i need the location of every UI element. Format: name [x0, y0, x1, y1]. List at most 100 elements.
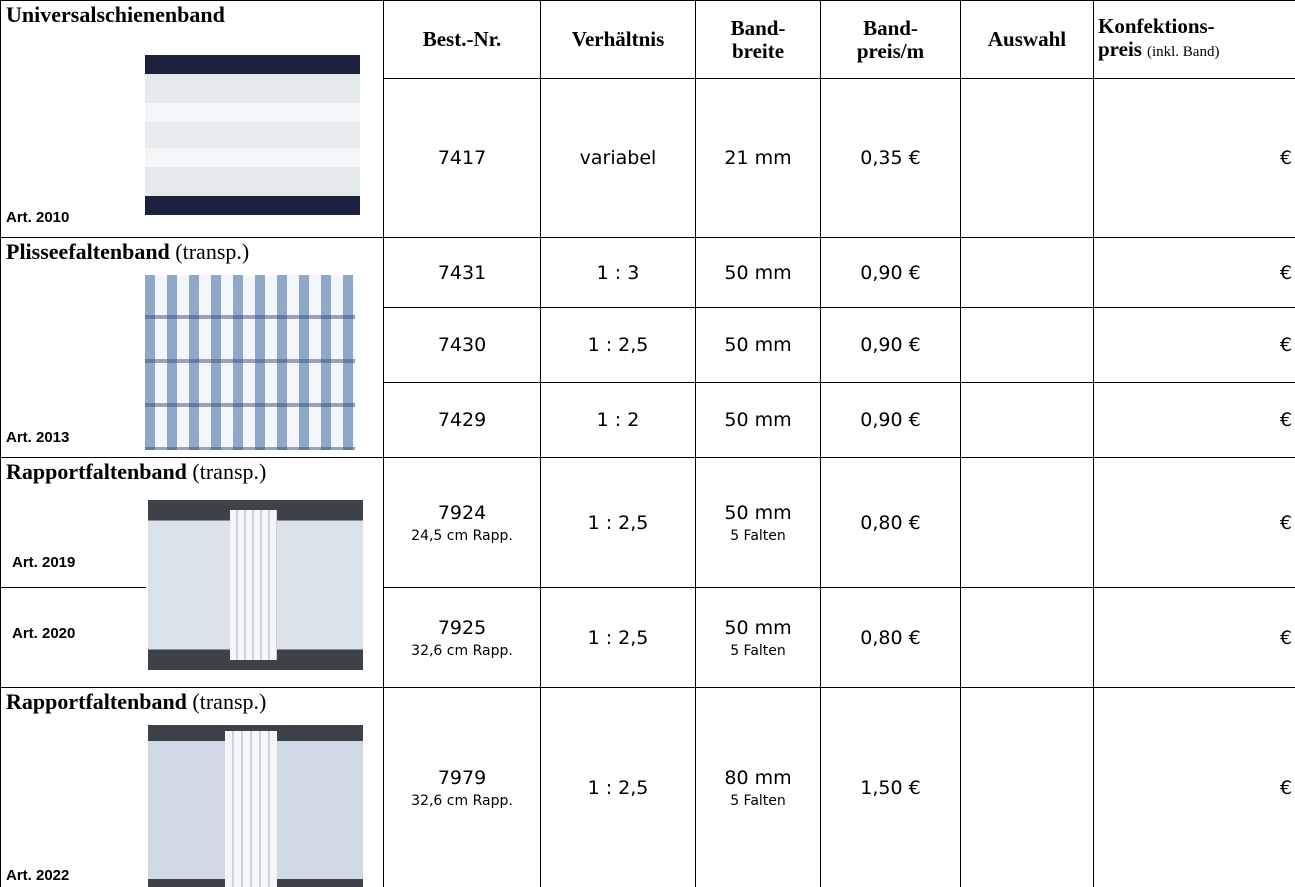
header-text: Konfektions-	[1098, 14, 1215, 38]
table-cell: 1,50 €	[820, 687, 961, 887]
table-cell: 1 : 2,5	[540, 457, 696, 588]
table-cell: 50 mm	[695, 307, 821, 383]
table-cell: 7925 32,6 cm Rapp.	[383, 587, 541, 688]
header-cell: Auswahl	[960, 0, 1094, 79]
table-cell: 0,35 €	[820, 78, 961, 238]
table-cell: 0,90 €	[820, 382, 961, 458]
cell-text: 0,80 €	[860, 626, 921, 649]
header-cell: Konfektions-preis (inkl. Band)	[1093, 0, 1295, 79]
divider	[0, 587, 146, 588]
cell-text: 21 mm	[724, 147, 792, 169]
cell-subtext: 32,6 cm Rapp.	[411, 642, 513, 659]
product-name: Rapportfaltenband	[6, 459, 187, 484]
cell-text: €	[1279, 147, 1292, 169]
header-cell: Verhältnis	[540, 0, 696, 79]
header-cell: Band-breite	[695, 0, 821, 79]
product-title: Plisseefaltenband (transp.)	[6, 239, 249, 265]
header-note: (inkl. Band)	[1146, 44, 1220, 60]
cell-subtext: 5 Falten	[730, 642, 786, 659]
product-title: Rapportfaltenband (transp.)	[6, 459, 266, 485]
table-cell: variabel	[540, 78, 696, 238]
cell-text: 1 : 2,5	[587, 626, 649, 649]
header-text: Verhältnis	[571, 27, 665, 51]
table-cell: 7429	[383, 382, 541, 458]
cell-text: 0,90 €	[860, 409, 921, 431]
table-cell	[960, 382, 1094, 458]
cell-text: 80 mm	[724, 766, 792, 789]
cell-text: 50 mm	[724, 334, 792, 356]
cell-text: 0,90 €	[860, 334, 921, 356]
table-cell: €	[1093, 382, 1295, 458]
cell-text: 1 : 2	[596, 409, 640, 431]
header-text: preis/m	[856, 38, 925, 63]
cell-text: 50 mm	[724, 501, 792, 524]
cell-text: 1 : 2,5	[587, 511, 649, 534]
table-cell: €	[1093, 587, 1295, 688]
cell-subtext: 24,5 cm Rapp.	[411, 527, 513, 544]
table-cell	[960, 78, 1094, 238]
cell-text: 7430	[437, 334, 487, 356]
product-title: Universalschienenband	[6, 2, 225, 28]
product-note: (transp.)	[192, 689, 267, 714]
table-cell: 21 mm	[695, 78, 821, 238]
cell-text: 50 mm	[724, 261, 792, 284]
cell-text: 7979	[437, 766, 487, 789]
table-cell: 7417	[383, 78, 541, 238]
table-cell	[960, 687, 1094, 887]
cell-text: 0,35 €	[860, 147, 921, 169]
cell-text: 1 : 3	[596, 261, 640, 284]
cell-text: 1 : 2,5	[587, 776, 649, 799]
header-text: Auswahl	[987, 27, 1067, 51]
cell-text: 7431	[437, 261, 487, 284]
table-cell: 1 : 2,5	[540, 307, 696, 383]
header-cell: Band-preis/m	[820, 0, 961, 79]
cell-text: €	[1279, 511, 1292, 534]
table-cell: €	[1093, 307, 1295, 383]
table-cell	[960, 307, 1094, 383]
table-cell	[960, 587, 1094, 688]
table-cell: 1 : 2,5	[540, 587, 696, 688]
cell-text: 1,50 €	[860, 776, 921, 799]
table-cell: €	[1093, 237, 1295, 308]
cell-text: €	[1279, 626, 1292, 649]
table-cell: €	[1093, 687, 1295, 887]
table-cell: 80 mm 5 Falten	[695, 687, 821, 887]
cell-text: 7417	[437, 147, 487, 169]
article-label: Art. 2020	[12, 625, 76, 642]
article-label: Art. 2013	[6, 429, 70, 446]
table-cell: 7924 24,5 cm Rapp.	[383, 457, 541, 588]
header-text: Band-	[730, 15, 786, 40]
table-cell: 7431	[383, 237, 541, 308]
table-cell: 50 mm 5 Falten	[695, 457, 821, 588]
header-text: Best.-Nr.	[422, 27, 502, 51]
cell-subtext: 5 Falten	[730, 527, 786, 544]
table-cell: 0,80 €	[820, 457, 961, 588]
product-image	[145, 55, 360, 215]
header-text: Band-	[863, 15, 918, 40]
cell-text: 1 : 2,5	[587, 334, 649, 356]
product-image	[148, 500, 363, 670]
table-cell: €	[1093, 457, 1295, 588]
table-cell: €	[1093, 78, 1295, 238]
cell-text: €	[1279, 776, 1292, 799]
table-cell: 50 mm 5 Falten	[695, 587, 821, 688]
product-name: Rapportfaltenband	[6, 689, 187, 714]
cell-text: €	[1279, 409, 1292, 431]
table-cell	[960, 237, 1094, 308]
cell-text: 7925	[437, 616, 487, 639]
header-text: breite	[731, 38, 785, 63]
table-cell: 0,90 €	[820, 307, 961, 383]
cell-text: variabel	[579, 147, 657, 169]
cell-text: 0,80 €	[860, 511, 921, 534]
cell-text: €	[1279, 261, 1292, 284]
product-note: (transp.)	[175, 239, 250, 264]
table-cell: 1 : 2	[540, 382, 696, 458]
header-cell: Best.-Nr.	[383, 0, 541, 79]
table-cell: 50 mm	[695, 382, 821, 458]
article-label: Art. 2019	[12, 554, 76, 571]
table-cell: 0,90 €	[820, 237, 961, 308]
article-label: Art. 2022	[6, 867, 70, 884]
cell-text: 50 mm	[724, 616, 792, 639]
table-cell: 1 : 3	[540, 237, 696, 308]
